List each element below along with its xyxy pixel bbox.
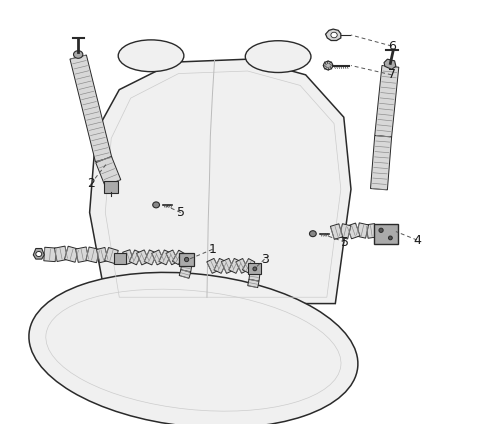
Polygon shape: [207, 258, 219, 273]
Polygon shape: [152, 250, 164, 265]
Text: 5: 5: [177, 206, 185, 219]
Polygon shape: [347, 223, 360, 239]
Text: 6: 6: [388, 40, 396, 53]
Polygon shape: [242, 258, 255, 273]
Polygon shape: [236, 258, 248, 273]
Ellipse shape: [184, 258, 189, 262]
Polygon shape: [229, 258, 241, 273]
Polygon shape: [249, 273, 260, 281]
Polygon shape: [166, 250, 179, 265]
Polygon shape: [172, 250, 185, 265]
Ellipse shape: [73, 51, 83, 58]
Polygon shape: [64, 246, 79, 262]
Polygon shape: [339, 224, 351, 239]
Polygon shape: [44, 247, 56, 262]
Polygon shape: [54, 246, 68, 261]
Polygon shape: [86, 247, 100, 263]
Polygon shape: [375, 65, 399, 137]
Polygon shape: [159, 250, 171, 265]
Polygon shape: [90, 59, 351, 303]
Polygon shape: [221, 258, 234, 273]
Polygon shape: [384, 59, 396, 69]
Text: 5: 5: [341, 235, 349, 249]
FancyBboxPatch shape: [105, 181, 118, 193]
Ellipse shape: [379, 228, 383, 232]
Ellipse shape: [153, 202, 159, 208]
Ellipse shape: [331, 32, 337, 38]
Text: 1: 1: [208, 243, 216, 256]
FancyBboxPatch shape: [374, 224, 397, 244]
Ellipse shape: [253, 267, 257, 271]
Ellipse shape: [36, 252, 42, 257]
Polygon shape: [137, 250, 149, 265]
Polygon shape: [214, 258, 227, 273]
Ellipse shape: [29, 272, 358, 425]
Polygon shape: [181, 264, 192, 272]
Polygon shape: [330, 224, 343, 239]
Ellipse shape: [310, 231, 316, 237]
Polygon shape: [33, 249, 44, 259]
Ellipse shape: [118, 40, 184, 72]
Polygon shape: [96, 156, 121, 186]
Polygon shape: [356, 223, 369, 238]
FancyBboxPatch shape: [180, 253, 194, 266]
Text: 7: 7: [388, 68, 396, 81]
Ellipse shape: [245, 41, 311, 73]
Polygon shape: [96, 247, 108, 263]
FancyBboxPatch shape: [114, 253, 126, 264]
Polygon shape: [75, 247, 89, 262]
Polygon shape: [325, 29, 341, 40]
Polygon shape: [248, 279, 259, 288]
FancyBboxPatch shape: [249, 264, 261, 275]
Polygon shape: [366, 224, 377, 238]
Polygon shape: [179, 269, 191, 278]
Polygon shape: [105, 247, 118, 264]
Ellipse shape: [388, 236, 392, 240]
Polygon shape: [123, 250, 134, 264]
Text: 3: 3: [261, 252, 268, 266]
Polygon shape: [129, 250, 142, 265]
Polygon shape: [144, 250, 157, 265]
Polygon shape: [371, 136, 392, 190]
Ellipse shape: [324, 61, 333, 70]
Text: 2: 2: [87, 177, 95, 190]
Text: 4: 4: [413, 233, 421, 246]
Polygon shape: [70, 55, 112, 162]
